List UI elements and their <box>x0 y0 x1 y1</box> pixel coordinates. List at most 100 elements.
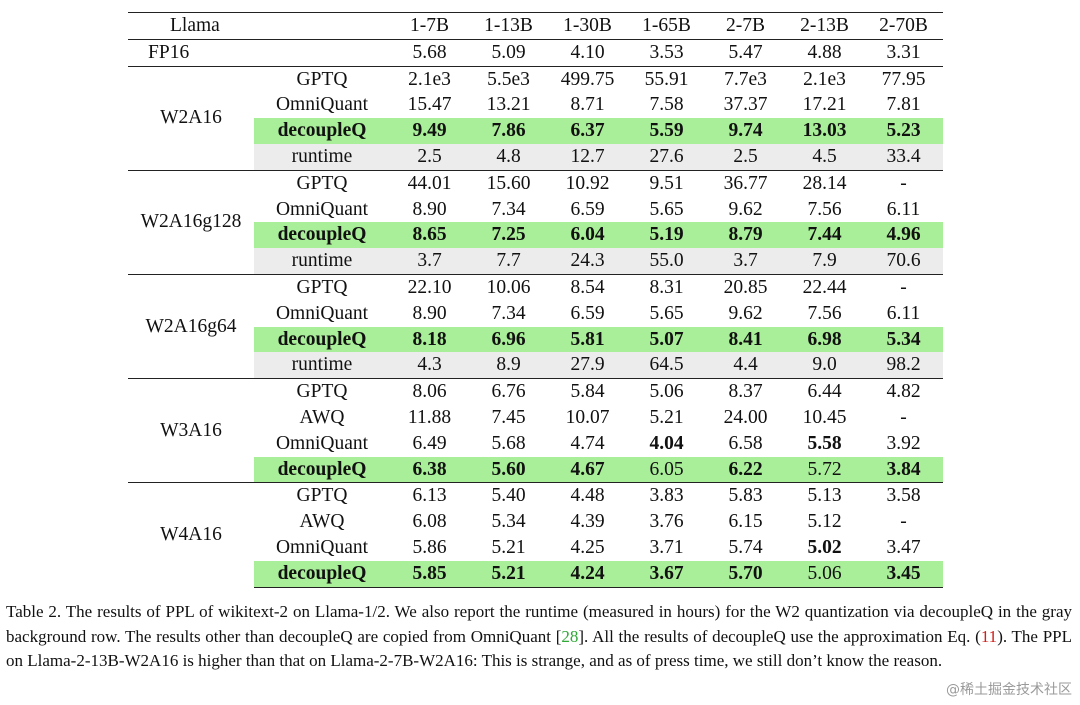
header-column: 1-13B <box>469 12 548 40</box>
ppl-value-cell: 13.03 <box>785 118 864 144</box>
ppl-value-cell: 6.58 <box>728 432 763 454</box>
ppl-value-cell: 5.68 <box>491 432 526 454</box>
ppl-value-cell: 24.00 <box>723 406 768 428</box>
ppl-value-cell: 5.19 <box>627 222 706 249</box>
ppl-value-cell: 9.0 <box>785 352 864 379</box>
method-name: AWQ <box>299 406 345 428</box>
ppl-value-cell: 6.37 <box>548 118 627 144</box>
caption-text: Table 2. The results of PPL of wikitext-… <box>6 602 1072 646</box>
ppl-value-cell: 5.06 <box>785 560 864 588</box>
quantization-setting-label: W2A16 <box>128 65 254 171</box>
ppl-value-cell: 7.86 <box>469 118 548 144</box>
ppl-value-cell: 6.98 <box>785 326 864 353</box>
decoupleq-row: decoupleQ 5.85 5.21 4.24 3.67 5.70 5.06 3.45 <box>128 560 943 588</box>
method-row: AWQ 6.08 5.34 4.39 3.76 6.15 5.12 - <box>128 509 943 535</box>
method-name: decoupleQ <box>254 222 390 249</box>
ppl-value-cell: 33.4 <box>864 143 943 171</box>
ppl-value-cell: 5.40 <box>469 482 548 510</box>
ppl-value-cell: 7.56 <box>807 302 842 324</box>
ppl-value-cell: 7.9 <box>785 248 864 275</box>
ppl-value-cell: 10.92 <box>548 169 627 197</box>
ppl-value-cell: 8.90 <box>412 302 447 324</box>
ppl-value-cell: 2.1e3 <box>390 65 469 93</box>
ppl-value-cell: 4.24 <box>548 560 627 588</box>
ppl-value-cell: 6.08 <box>412 511 447 533</box>
method-name: OmniQuant <box>275 302 369 324</box>
ppl-value-cell: 6.96 <box>469 326 548 353</box>
ppl-value-cell: 4.96 <box>864 222 943 249</box>
ppl-value-cell: 8.71 <box>570 94 605 116</box>
ppl-value-cell: 24.3 <box>548 248 627 275</box>
method-row: W2A16g64 GPTQ 22.10 10.06 8.54 8.31 20.85 22.44… <box>128 273 943 379</box>
method-name: decoupleQ <box>254 118 390 144</box>
method-name: GPTQ <box>254 169 390 197</box>
ppl-value-cell: 6.59 <box>570 198 605 220</box>
ppl-value-cell: 5.72 <box>785 456 864 483</box>
fp16-value: 5.68 <box>412 41 447 63</box>
header-column: 1-65B <box>627 12 706 40</box>
ppl-value-cell: - <box>864 273 943 301</box>
ppl-value-cell: 5.60 <box>469 456 548 483</box>
method-name: AWQ <box>299 511 345 533</box>
ppl-value-cell: 7.45 <box>491 406 526 428</box>
ppl-value-cell: 3.7 <box>390 248 469 275</box>
ppl-value-cell: 3.84 <box>864 456 943 483</box>
decoupleq-row: decoupleQ 8.18 6.96 5.81 5.07 8.41 6.98 5.34 <box>128 326 943 353</box>
ppl-value-cell: 8.37 <box>706 378 785 405</box>
citation-link[interactable]: 28 <box>561 626 579 646</box>
method-name: decoupleQ <box>254 326 390 353</box>
ppl-value-cell: 5.34 <box>864 326 943 353</box>
method-row: W2A16 GPTQ 2.1e3 5.5e3 499.75 55.91 7.7e3 2.1e3… <box>128 65 943 171</box>
ppl-value-cell: 70.6 <box>864 248 943 275</box>
ppl-value-cell: 9.51 <box>627 169 706 197</box>
ppl-value-cell: 6.05 <box>627 456 706 483</box>
ppl-value-cell: 10.45 <box>802 406 847 428</box>
fp16-value: 5.47 <box>728 41 763 63</box>
ppl-value-cell: 12.7 <box>548 143 627 171</box>
ppl-value-cell: 3.58 <box>864 482 943 510</box>
ppl-value-cell: 22.10 <box>390 273 469 301</box>
ppl-value-cell: 8.18 <box>390 326 469 353</box>
ppl-value-cell: 3.47 <box>886 536 921 558</box>
ppl-value-cell: 2.5 <box>706 143 785 171</box>
ppl-value-cell: 5.85 <box>390 560 469 588</box>
equation-reference-link[interactable]: 11 <box>980 626 998 646</box>
ppl-value-cell: 27.6 <box>627 143 706 171</box>
ppl-value-cell: 10.06 <box>469 273 548 301</box>
ppl-value-cell: 7.56 <box>807 198 842 220</box>
fp16-value: 4.10 <box>570 41 605 63</box>
ppl-value-cell: 5.12 <box>807 511 842 533</box>
watermark: @稀土掘金技术社区 <box>946 682 1072 698</box>
ppl-value-cell: 55.0 <box>627 248 706 275</box>
table-header-row: Llama 1-7B 1-13B 1-30B 1-65B 2-7B 2-13B … <box>128 12 943 40</box>
ppl-value-cell: 7.81 <box>886 94 921 116</box>
ppl-value-cell: 5.58 <box>807 432 842 454</box>
method-name: OmniQuant <box>275 198 369 220</box>
ppl-value-cell: 8.79 <box>706 222 785 249</box>
ppl-value-cell: 11.88 <box>407 406 452 428</box>
quantization-setting-label: W2A16g128 <box>128 169 254 275</box>
ppl-value-cell: 499.75 <box>548 65 627 93</box>
fp16-row: FP16 5.68 5.09 4.10 3.53 5.47 4.88 3.31 <box>128 39 943 66</box>
header-column: 2-7B <box>706 12 785 40</box>
ppl-value-cell: 9.62 <box>728 198 763 220</box>
ppl-value-cell: 5.34 <box>491 511 526 533</box>
method-name: OmniQuant <box>275 432 369 454</box>
ppl-value-cell: 5.74 <box>728 536 763 558</box>
ppl-value-cell: 36.77 <box>706 169 785 197</box>
header-column: 1-30B <box>548 12 627 40</box>
ppl-value-cell: 6.49 <box>412 432 447 454</box>
ppl-value-cell: 3.83 <box>627 482 706 510</box>
ppl-value-cell: 8.41 <box>706 326 785 353</box>
ppl-value-cell: 5.07 <box>627 326 706 353</box>
ppl-value-cell: 6.38 <box>390 456 469 483</box>
ppl-value-cell: 4.74 <box>570 432 605 454</box>
ppl-value-cell: - <box>900 511 907 533</box>
method-name: decoupleQ <box>254 560 390 588</box>
decoupleq-row: decoupleQ 8.65 7.25 6.04 5.19 8.79 7.44 4.96 <box>128 222 943 249</box>
ppl-value-cell: 8.54 <box>548 273 627 301</box>
quantization-setting-label: W4A16 <box>128 482 254 588</box>
ppl-value-cell: 13.21 <box>486 94 531 116</box>
ppl-value-cell: - <box>864 169 943 197</box>
ppl-value-cell: 37.37 <box>723 94 768 116</box>
